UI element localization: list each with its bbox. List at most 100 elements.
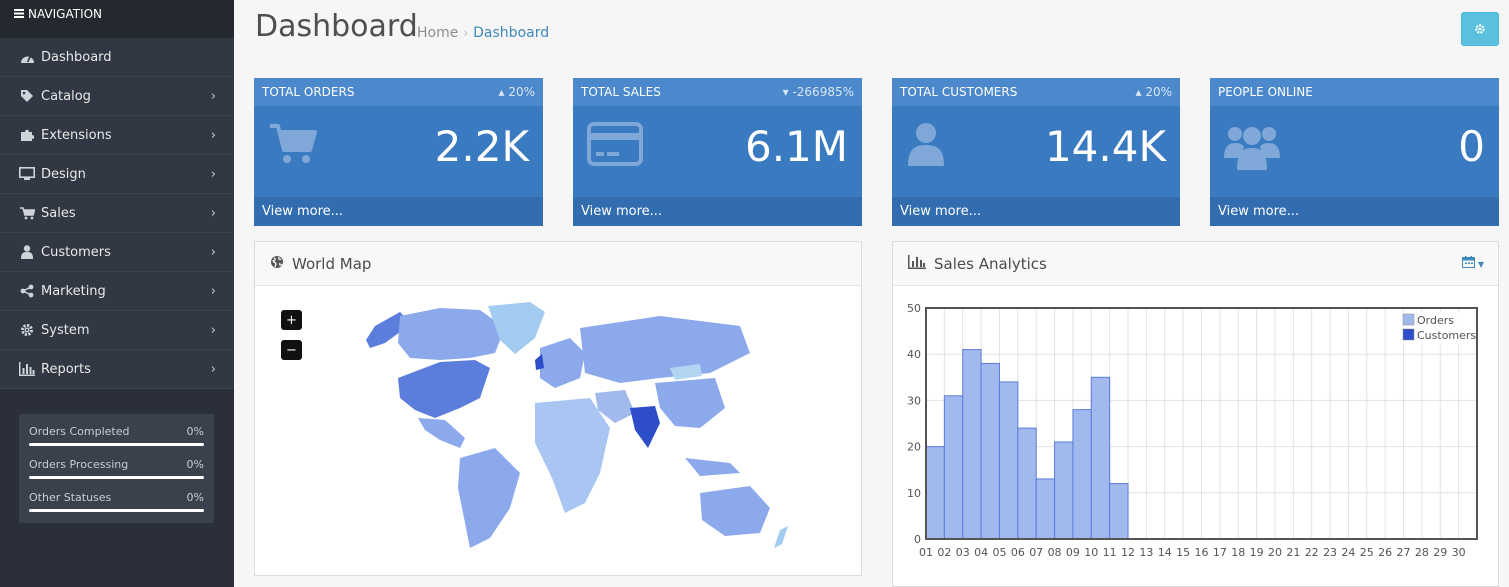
x-tick-label: 25 xyxy=(1360,546,1374,559)
zoom-in-button[interactable]: + xyxy=(281,310,302,330)
chevron-right-icon: › xyxy=(210,284,216,299)
chevron-right-icon: › xyxy=(210,128,216,143)
nav-header[interactable]: NAVIGATION xyxy=(0,0,234,38)
breadcrumb-current[interactable]: Dashboard xyxy=(473,25,550,41)
date-range-dropdown[interactable]: ▾ xyxy=(1461,256,1484,271)
tile-total-sales: TOTAL SALES ▾ -266985% 6.1M View more... xyxy=(573,78,862,226)
chevron-right-icon: › xyxy=(210,362,216,377)
x-tick-label: 07 xyxy=(1029,546,1043,559)
x-tick-label: 17 xyxy=(1213,546,1227,559)
stat-value: 0% xyxy=(186,425,204,438)
tile-body: 14.4K xyxy=(892,106,1180,197)
chevron-right-icon: › xyxy=(210,89,216,104)
map-region xyxy=(458,448,520,548)
map-region xyxy=(535,398,610,513)
x-tick-label: 29 xyxy=(1433,546,1447,559)
share-icon xyxy=(18,283,36,299)
progress-bar xyxy=(29,509,204,512)
legend-label: Customers xyxy=(1417,329,1476,342)
x-tick-label: 22 xyxy=(1305,546,1319,559)
map-region xyxy=(418,418,465,448)
sidebar-item-dashboard[interactable]: Dashboard xyxy=(0,38,234,77)
dashboard-icon xyxy=(18,49,36,65)
sidebar-item-system[interactable]: System › xyxy=(0,311,234,350)
bar-orders xyxy=(1090,376,1111,540)
tile-value: 0 xyxy=(1458,122,1485,171)
panel-title: World Map xyxy=(292,254,372,273)
map-region xyxy=(595,390,635,423)
tile-total-customers: TOTAL CUSTOMERS ▴ 20% 14.4K View more... xyxy=(892,78,1180,226)
chevron-right-icon: › xyxy=(210,206,216,221)
view-more-link[interactable]: View more... xyxy=(892,197,1180,226)
x-tick-label: 13 xyxy=(1139,546,1153,559)
view-more-link[interactable]: View more... xyxy=(1210,197,1499,226)
credit-card-icon xyxy=(587,122,643,170)
map-region xyxy=(670,364,702,380)
stat-label: Orders Completed xyxy=(29,425,130,438)
order-status-box: Orders Completed 0% Orders Processing 0%… xyxy=(19,414,214,523)
y-tick-label: 10 xyxy=(907,487,921,500)
tile-people-online: PEOPLE ONLINE 0 View more... xyxy=(1210,78,1499,226)
tile-title: TOTAL CUSTOMERS xyxy=(900,85,1018,99)
sidebar-item-catalog[interactable]: Catalog › xyxy=(0,77,234,116)
bar-orders xyxy=(1109,483,1129,540)
breadcrumb-separator: › xyxy=(463,26,469,40)
caret-up-icon: ▴ xyxy=(498,85,505,99)
sidebar-item-label: Marketing xyxy=(41,283,106,299)
x-tick-label: 06 xyxy=(1011,546,1025,559)
x-tick-label: 19 xyxy=(1250,546,1264,559)
puzzle-icon xyxy=(18,127,36,143)
x-tick-label: 08 xyxy=(1048,546,1062,559)
x-tick-label: 01 xyxy=(919,546,933,559)
x-tick-label: 16 xyxy=(1195,546,1209,559)
view-more-link[interactable]: View more... xyxy=(573,197,862,226)
sidebar-item-reports[interactable]: Reports › xyxy=(0,350,234,389)
tile-header: TOTAL SALES ▾ -266985% xyxy=(573,78,862,106)
bar-orders xyxy=(1035,478,1056,540)
sidebar: NAVIGATION Dashboard Catalog › Extensions › D… xyxy=(0,0,234,587)
caret-down-icon: ▾ xyxy=(1477,256,1484,271)
sales-analytics-panel: Sales Analytics ▾ 0 10 20 30 40 50 01 02 03 04 05 0… xyxy=(892,241,1499,587)
bar-orders xyxy=(943,395,964,540)
zoom-out-button[interactable]: − xyxy=(281,340,302,360)
sidebar-item-customers[interactable]: Customers › xyxy=(0,233,234,272)
panel-header: Sales Analytics xyxy=(893,242,1498,286)
sidebar-item-marketing[interactable]: Marketing › xyxy=(0,272,234,311)
sidebar-item-label: Sales xyxy=(41,205,76,221)
breadcrumb-home[interactable]: Home xyxy=(417,25,459,41)
tile-header: PEOPLE ONLINE xyxy=(1210,78,1499,106)
sidebar-item-extensions[interactable]: Extensions › xyxy=(0,116,234,155)
world-map[interactable] xyxy=(330,298,790,558)
tile-value: 6.1M xyxy=(744,122,848,171)
progress-bar xyxy=(29,476,204,479)
sales-chart: 0 10 20 30 40 50 01 02 03 04 05 06 07 08 09 10 11 12 13 14 1… xyxy=(907,302,1478,559)
bar-orders xyxy=(962,349,982,540)
map-region xyxy=(540,338,585,388)
map-region xyxy=(774,526,788,548)
nav-list: Dashboard Catalog › Extensions › Design › Sales… xyxy=(0,38,234,389)
sidebar-item-label: System xyxy=(41,322,90,338)
tile-body: 0 xyxy=(1210,106,1499,197)
tile-header: TOTAL ORDERS ▴ 20% xyxy=(254,78,543,106)
tile-value: 2.2K xyxy=(434,122,529,171)
breadcrumb: Home › Dashboard xyxy=(417,25,549,41)
bar-orders xyxy=(980,362,1000,540)
cart-icon xyxy=(18,205,36,221)
chevron-right-icon: › xyxy=(210,245,216,260)
map-region xyxy=(580,316,750,383)
sidebar-item-sales[interactable]: Sales › xyxy=(0,194,234,233)
sidebar-item-label: Customers xyxy=(41,244,111,260)
chevron-right-icon: › xyxy=(210,167,216,182)
settings-button[interactable] xyxy=(1461,12,1499,46)
legend-swatch xyxy=(1402,328,1415,341)
legend-label: Orders xyxy=(1417,314,1454,327)
y-tick-label: 40 xyxy=(907,348,921,361)
stat-other-statuses: Other Statuses 0% xyxy=(29,490,204,523)
sidebar-item-design[interactable]: Design › xyxy=(0,155,234,194)
y-tick-label: 20 xyxy=(907,441,921,454)
y-tick-label: 0 xyxy=(914,533,921,546)
view-more-link[interactable]: View more... xyxy=(254,197,543,226)
users-icon xyxy=(1224,122,1280,176)
tile-title: TOTAL SALES xyxy=(581,85,661,99)
x-tick-label: 24 xyxy=(1341,546,1355,559)
